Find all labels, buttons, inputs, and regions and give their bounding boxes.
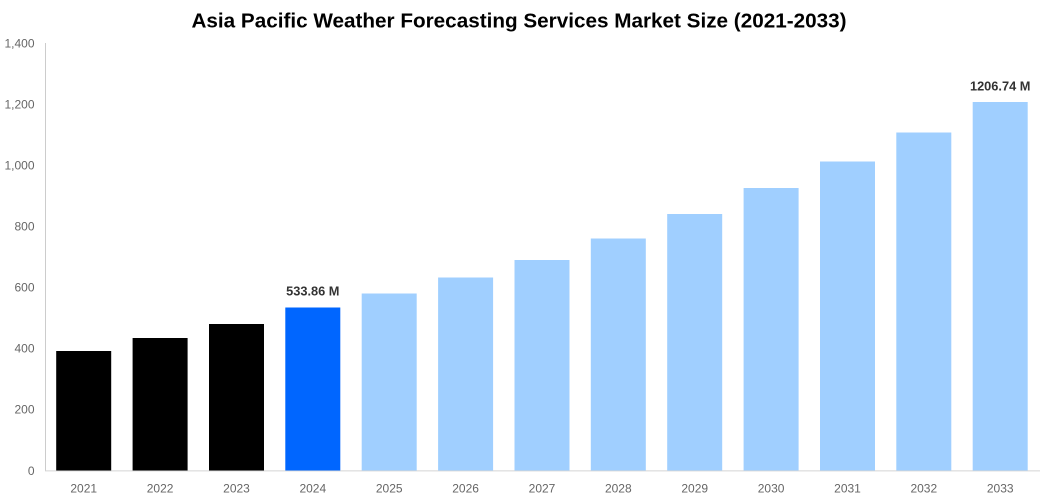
svg-text:400: 400 — [14, 342, 34, 356]
svg-text:2021: 2021 — [70, 481, 97, 495]
svg-text:0: 0 — [28, 464, 35, 478]
svg-text:2026: 2026 — [452, 481, 479, 495]
svg-text:600: 600 — [14, 281, 34, 295]
svg-text:2024: 2024 — [299, 481, 326, 495]
svg-text:2032: 2032 — [910, 481, 937, 495]
svg-text:2023: 2023 — [223, 481, 250, 495]
svg-text:1206.74 M: 1206.74 M — [970, 79, 1030, 94]
svg-text:1,000: 1,000 — [4, 159, 34, 173]
svg-text:800: 800 — [14, 220, 34, 234]
svg-text:2029: 2029 — [681, 481, 708, 495]
svg-text:2028: 2028 — [605, 481, 632, 495]
svg-text:2025: 2025 — [376, 481, 403, 495]
svg-text:2022: 2022 — [147, 481, 174, 495]
svg-text:2031: 2031 — [834, 481, 861, 495]
svg-text:1,400: 1,400 — [4, 36, 34, 50]
svg-text:2030: 2030 — [758, 481, 785, 495]
svg-text:1,200: 1,200 — [4, 98, 34, 112]
svg-text:2033: 2033 — [987, 481, 1014, 495]
svg-text:533.86 M: 533.86 M — [286, 284, 339, 299]
svg-text:Asia Pacific Weather Forecasti: Asia Pacific Weather Forecasting Service… — [191, 9, 846, 32]
svg-text:2027: 2027 — [529, 481, 556, 495]
svg-text:200: 200 — [14, 403, 34, 417]
